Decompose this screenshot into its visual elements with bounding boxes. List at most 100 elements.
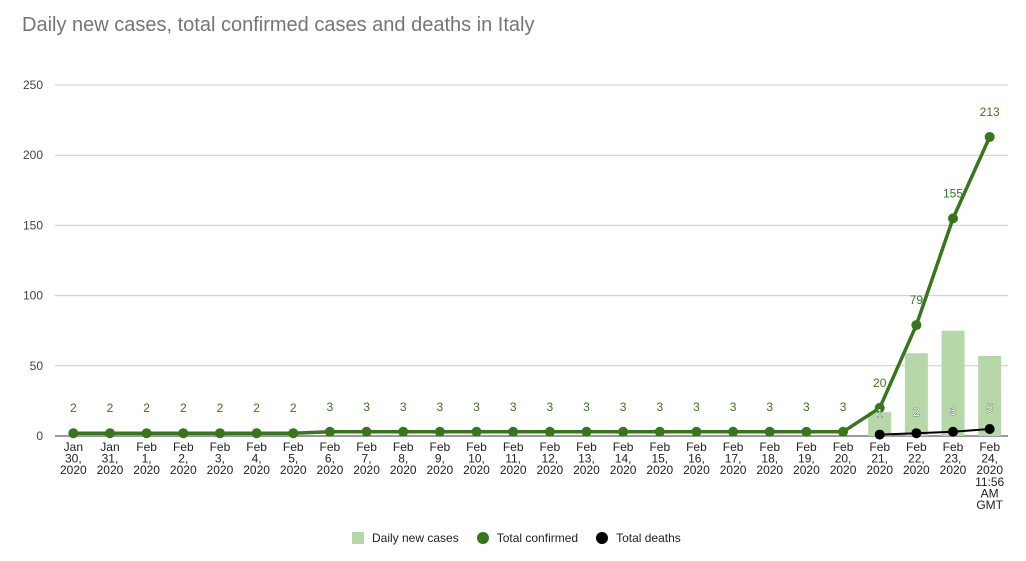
x-tick-label: 23, — [945, 452, 962, 466]
x-tick-label: 2020 — [536, 463, 563, 477]
x-tick-label: 31, — [102, 452, 119, 466]
data-label-total-confirmed: 3 — [693, 400, 700, 414]
point-total-confirmed — [728, 426, 739, 437]
point-total-confirmed — [544, 426, 555, 437]
x-tick-label: AM — [981, 486, 999, 500]
x-tick-label: Feb — [246, 440, 267, 454]
x-tick-label: Feb — [539, 440, 560, 454]
bar-daily-new-cases — [904, 353, 928, 436]
x-tick-label: Feb — [356, 440, 377, 454]
data-label-total-confirmed: 213 — [980, 105, 1000, 119]
point-total-confirmed — [874, 402, 885, 413]
x-tick-label: 2020 — [573, 463, 600, 477]
x-tick-label: Feb — [320, 440, 341, 454]
data-label-total-confirmed: 3 — [620, 400, 627, 414]
y-tick-label: 250 — [23, 78, 43, 92]
legend-item-daily[interactable]: Daily new cases — [352, 531, 459, 545]
x-tick-label: 2020 — [940, 463, 967, 477]
x-tick-label: 2020 — [280, 463, 307, 477]
data-label-total-confirmed: 2 — [253, 401, 260, 415]
point-total-confirmed — [141, 428, 152, 439]
x-tick-label: 2020 — [500, 463, 527, 477]
x-tick-label: 3, — [215, 452, 225, 466]
data-label-total-deaths: 3 — [950, 404, 957, 418]
x-tick-label: 21, — [871, 452, 888, 466]
data-label-total-confirmed: 3 — [766, 400, 773, 414]
y-tick-label: 100 — [23, 289, 43, 303]
x-tick-label: 12, — [541, 452, 558, 466]
data-label-total-confirmed: 3 — [840, 400, 847, 414]
data-label-total-confirmed: 3 — [656, 400, 663, 414]
point-total-confirmed — [288, 428, 299, 439]
x-tick-label: 2020 — [170, 463, 197, 477]
x-tick-label: Feb — [906, 440, 927, 454]
legend-item-confirmed[interactable]: Total confirmed — [476, 531, 579, 545]
point-total-confirmed — [508, 426, 519, 437]
x-tick-label: 7, — [362, 452, 372, 466]
point-total-confirmed — [618, 426, 629, 437]
x-tick-label: 24, — [981, 452, 998, 466]
x-tick-label: 11, — [505, 452, 521, 466]
x-tick-label: Jan — [100, 440, 119, 454]
point-total-confirmed — [251, 428, 262, 439]
point-total-confirmed — [764, 426, 775, 437]
data-label-total-confirmed: 2 — [290, 401, 297, 415]
x-tick-label: Feb — [136, 440, 157, 454]
data-label-total-deaths: 1 — [876, 407, 883, 421]
data-label-total-deaths: 2 — [913, 405, 920, 419]
legend-label-confirmed: Total confirmed — [496, 531, 579, 545]
point-total-deaths — [911, 428, 922, 439]
data-label-total-confirmed: 3 — [473, 400, 480, 414]
x-tick-label: 8, — [398, 452, 408, 466]
bar-daily-new-cases — [978, 355, 1002, 436]
x-tick-label: 2020 — [610, 463, 637, 477]
x-tick-label: Feb — [943, 440, 964, 454]
data-label-total-confirmed: 3 — [510, 400, 517, 414]
y-tick-label: 0 — [36, 429, 43, 443]
data-label-total-confirmed: 155 — [943, 186, 963, 200]
point-total-confirmed — [434, 426, 445, 437]
x-tick-label: 19, — [798, 452, 815, 466]
x-tick-label: 2020 — [866, 463, 893, 477]
legend: Daily new cases Total confirmed Total de… — [352, 531, 699, 545]
x-tick-label: Jan — [64, 440, 83, 454]
x-tick-label: Feb — [430, 440, 451, 454]
x-tick-label: 2020 — [976, 463, 1003, 477]
point-total-confirmed — [911, 320, 922, 331]
x-tick-label: 20, — [835, 452, 852, 466]
line-total-deaths — [879, 427, 990, 436]
x-tick-label: Feb — [686, 440, 707, 454]
x-tick-label: Feb — [613, 440, 634, 454]
legend-item-deaths[interactable]: Total deaths — [596, 531, 681, 545]
x-tick-label: 2020 — [646, 463, 673, 477]
x-tick-label: 30, — [65, 452, 82, 466]
data-label-total-deaths: 5 — [986, 401, 993, 415]
x-tick-label: 15, — [651, 452, 668, 466]
x-tick-label: Feb — [503, 440, 524, 454]
x-tick-label: 14, — [615, 452, 632, 466]
x-tick-label: 2020 — [683, 463, 710, 477]
data-label-total-confirmed: 2 — [143, 401, 150, 415]
x-tick-label: Feb — [759, 440, 780, 454]
data-label-total-confirmed: 3 — [327, 400, 334, 414]
data-label-total-confirmed: 3 — [400, 400, 407, 414]
data-label-total-confirmed: 3 — [803, 400, 810, 414]
x-tick-label: Feb — [576, 440, 597, 454]
x-tick-label: 2020 — [756, 463, 783, 477]
data-label-total-confirmed: 3 — [437, 400, 444, 414]
x-tick-label: 2, — [178, 452, 188, 466]
point-total-confirmed — [801, 426, 812, 437]
x-tick-label: 6, — [325, 452, 335, 466]
bar-daily-new-cases — [868, 412, 892, 436]
legend-swatch-deaths — [596, 532, 609, 544]
x-tick-label: Feb — [796, 440, 817, 454]
data-label-total-confirmed: 20 — [873, 376, 887, 390]
x-tick-label: 16, — [688, 452, 705, 466]
chart-title: Daily new cases, total confirmed cases a… — [22, 14, 535, 36]
x-tick-label: 5, — [288, 452, 298, 466]
bar-daily-new-cases — [941, 330, 965, 436]
data-label-total-confirmed: 3 — [730, 400, 737, 414]
point-total-confirmed — [654, 426, 665, 437]
x-tick-label: 2020 — [317, 463, 344, 477]
